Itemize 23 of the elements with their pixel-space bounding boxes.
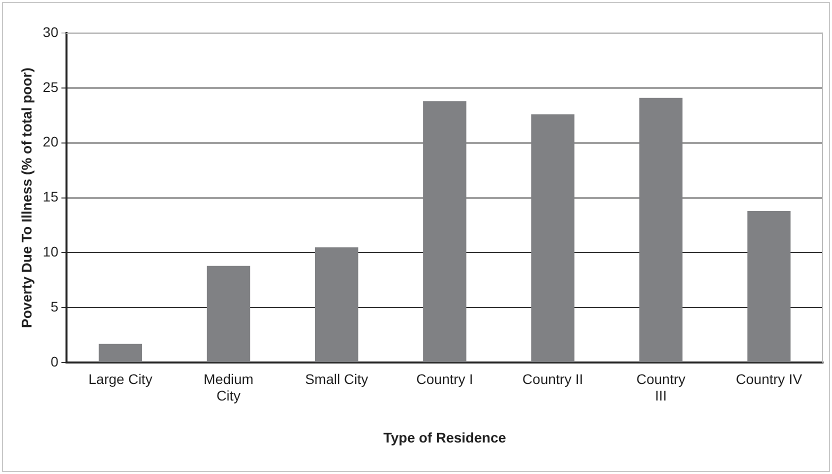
bar (531, 114, 574, 362)
y-tick-label: 10 (42, 244, 59, 260)
x-tick-label: Medium City (204, 370, 254, 404)
y-tick-label: 15 (42, 188, 59, 205)
x-tick-label: Country I (416, 370, 474, 387)
bar (639, 98, 682, 362)
bar (747, 210, 791, 362)
x-tick-label: Country IV (736, 370, 803, 387)
bar (98, 344, 142, 362)
y-tick-label: 0 (50, 353, 59, 370)
x-tick-label: Large City (88, 370, 152, 387)
y-axis-title: Poverty Due To Illness (% of total poor) (18, 68, 34, 328)
x-tick-label: Country III (636, 370, 686, 404)
bar (423, 101, 466, 362)
y-tick-label: 20 (42, 134, 59, 150)
bar (314, 247, 358, 362)
x-axis-title: Type of Residence (383, 429, 506, 446)
y-tick-label: 25 (42, 78, 59, 95)
y-tick-label: 30 (42, 24, 59, 40)
y-tick-label: 5 (50, 298, 59, 315)
x-tick-label: Small City (305, 370, 368, 387)
bar (206, 266, 250, 362)
x-tick-label: Country II (522, 370, 584, 387)
